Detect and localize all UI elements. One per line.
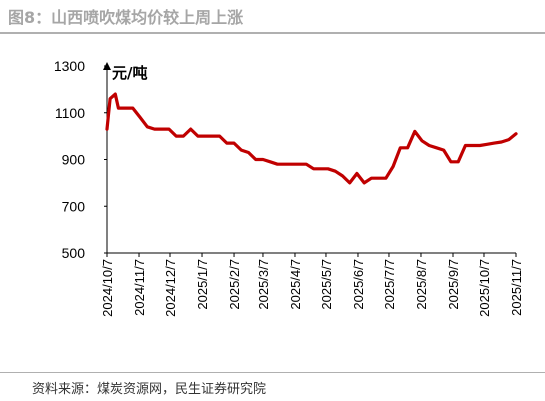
x-tick-label: 2025/9/7: [446, 259, 461, 310]
x-tick-label: 2025/4/7: [288, 259, 303, 310]
x-tick-label: 2024/12/7: [163, 259, 178, 317]
x-tick-label: 2025/2/7: [227, 259, 242, 310]
y-tick-label: 1300: [54, 58, 85, 74]
y-tick-labels: 500 700 900 1100 1300: [54, 58, 107, 261]
source-note: 资料来源：煤炭资源网，民生证券研究院: [32, 382, 267, 397]
y-tick-label: 900: [62, 152, 86, 168]
x-tick-label: 2025/10/7: [477, 259, 492, 317]
title-divider: [0, 32, 545, 34]
x-tick-label: 2024/11/7: [132, 259, 147, 316]
x-tick-label: 2025/8/7: [414, 259, 429, 310]
x-tick-label: 2025/3/7: [256, 259, 271, 310]
x-tick-label: 2025/5/7: [319, 259, 334, 310]
y-tick-label: 1100: [55, 105, 85, 121]
source-divider: [0, 372, 545, 373]
figure-title: 图8：山西喷吹煤均价较上周上涨: [8, 8, 244, 27]
y-tick-label: 700: [62, 198, 86, 214]
x-tick-label: 2025/11/7: [509, 259, 524, 316]
x-tick-labels: 2024/10/7 2024/11/7 2024/12/7 2025/1/7 2025/…: [100, 253, 524, 317]
x-tick-label: 2025/6/7: [351, 259, 366, 310]
line-chart: 元/吨 500 700 900 1100 1300 2024/10/7 2024/11/7…: [54, 58, 524, 317]
y-tick-label: 500: [62, 245, 86, 261]
price-series-line: [105, 92, 518, 185]
y-axis-unit-label: 元/吨: [112, 64, 147, 82]
x-tick-label: 2024/10/7: [100, 259, 115, 317]
series-layer: [105, 92, 518, 185]
x-tick-label: 2025/7/7: [382, 259, 397, 310]
axes: [103, 62, 516, 254]
x-tick-label: 2025/1/7: [195, 259, 210, 310]
